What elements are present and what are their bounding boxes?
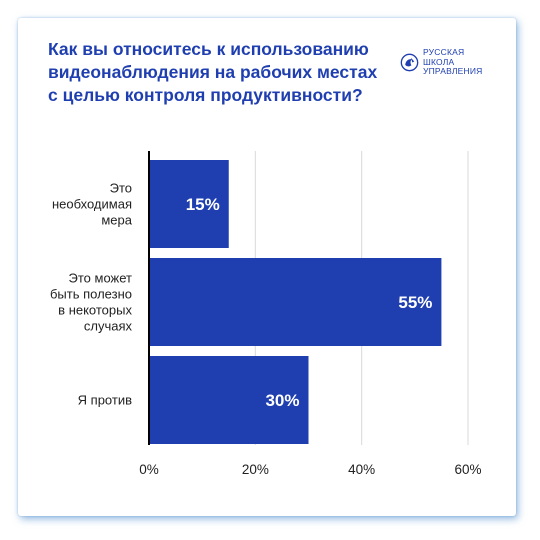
category-label: Я против [78, 393, 132, 408]
bar-chart: 15% Это необходимая мера 55% Это может быть по… [50, 151, 482, 477]
bar [149, 160, 229, 248]
x-tick-label: 0% [139, 462, 159, 477]
logo-line: РУССКАЯ [423, 47, 465, 57]
globe-seal-icon [400, 53, 419, 72]
logo-line: УПРАВЛЕНИЯ [423, 66, 483, 76]
bar [149, 258, 442, 346]
x-tick-label: 20% [242, 462, 269, 477]
category-label: Это может быть полезно в некоторых случаях [50, 271, 133, 334]
bar [149, 356, 309, 444]
x-tick-label: 40% [348, 462, 375, 477]
chart-title: Как вы относитесь к использованию видеон… [48, 39, 378, 105]
category-label: Это необходимая мера [52, 181, 133, 228]
logo: РУССКАЯ ШКОЛА УПРАВЛЕНИЯ [400, 47, 483, 77]
data-label: 30% [265, 391, 299, 410]
logo-line: ШКОЛА [423, 56, 455, 67]
logo-text: РУССКАЯ ШКОЛА УПРАВЛЕНИЯ [423, 47, 483, 77]
data-label: 15% [186, 195, 220, 214]
data-label: 55% [398, 293, 432, 312]
x-tick-label: 60% [454, 462, 481, 477]
chart-card: Как вы относитесь к использованию видеон… [18, 18, 516, 516]
